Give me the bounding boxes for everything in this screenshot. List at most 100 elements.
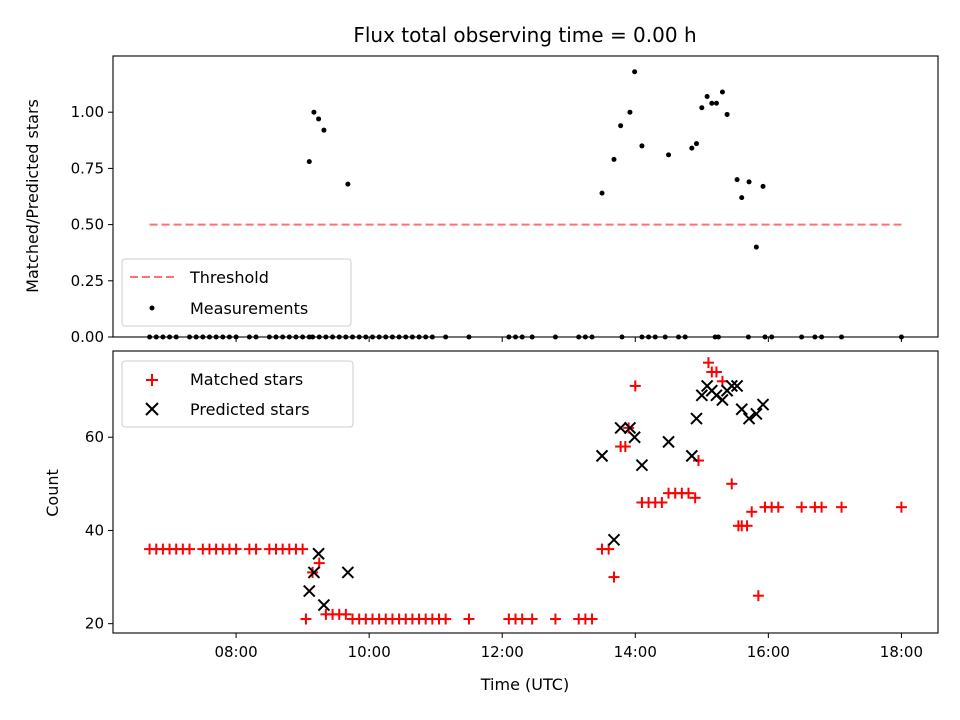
- predicted-star-point: [341, 566, 355, 579]
- x-tick-label: 08:00: [214, 643, 257, 661]
- predicted-star-point: [623, 421, 637, 435]
- top-y-tick-label: 0.50: [71, 216, 104, 234]
- matched-star-point: [300, 613, 312, 625]
- top-y-axis-label: Matched/Predicted stars: [23, 99, 42, 293]
- measurement-point: [746, 179, 752, 185]
- x-axis-label: Time (UTC): [480, 675, 569, 694]
- matched-star-point: [526, 613, 538, 625]
- legend-measurements-label: Measurements: [190, 299, 308, 318]
- predicted-star-point: [756, 398, 770, 411]
- measurement-point: [724, 111, 730, 117]
- legend-predicted-label: Predicted stars: [190, 400, 310, 419]
- measurement-point: [306, 159, 312, 165]
- matched-star-point: [895, 501, 907, 513]
- bottom-axes-frame: [112, 350, 939, 634]
- matched-star-point: [796, 501, 808, 513]
- top-y-tick-label: 0.00: [71, 328, 104, 346]
- measurement-point: [709, 100, 715, 106]
- matched-star-point: [656, 496, 668, 508]
- measurement-point: [704, 93, 710, 99]
- bottom-y-axis-label: Count: [43, 469, 62, 517]
- legend-predicted-swatch: [145, 402, 159, 416]
- matched-star-point: [184, 543, 196, 555]
- matched-star-point: [702, 357, 714, 369]
- measurement-point: [760, 183, 766, 189]
- predicted-star-point: [635, 458, 649, 472]
- measurement-point: [739, 195, 745, 201]
- top-y-tick-label: 0.25: [71, 272, 104, 290]
- measurement-point: [753, 244, 759, 250]
- matched-star-point: [586, 613, 598, 625]
- predicted-star-point: [595, 449, 609, 463]
- matched-star-point: [741, 520, 753, 532]
- top-y-tick-label: 1.00: [71, 103, 104, 121]
- measurement-point: [345, 181, 351, 187]
- measurement-point: [734, 177, 740, 183]
- chart-title: Flux total observing time = 0.00 h: [353, 23, 696, 47]
- top-axes-frame: [112, 55, 939, 338]
- predicted-star-point: [695, 389, 709, 402]
- matched-star-point: [683, 487, 695, 499]
- matched-star-point: [619, 441, 631, 453]
- predicted-star-point: [614, 421, 627, 435]
- legend-matched-label: Matched stars: [190, 370, 303, 389]
- x-tick-label: 10:00: [348, 643, 391, 661]
- measurement-point: [689, 145, 695, 151]
- bottom-y-tick-label: 20: [85, 615, 104, 633]
- predicted-star-point: [628, 431, 641, 444]
- measurement-point: [311, 109, 317, 115]
- x-tick-label: 14:00: [614, 643, 657, 661]
- predicted-star-point: [303, 584, 316, 598]
- matched-star-point: [816, 501, 828, 513]
- measurement-point: [719, 89, 725, 95]
- measurement-point: [713, 100, 719, 106]
- top-legend: Threshold Measurements: [121, 258, 352, 327]
- predicted-star-point: [685, 449, 699, 463]
- matched-star-point: [726, 478, 738, 490]
- measurement-point: [599, 190, 605, 196]
- predicted-star-point: [735, 403, 748, 416]
- legend-matched-swatch: [146, 374, 158, 386]
- matched-star-point: [710, 366, 722, 378]
- measurement-point: [632, 69, 638, 75]
- matched-star-point: [629, 380, 641, 392]
- bottom-y-tick-label: 40: [85, 521, 104, 539]
- predicted-star-point: [750, 407, 763, 421]
- bottom-y-tick-label: 60: [85, 428, 104, 446]
- matched-star-point: [463, 613, 475, 625]
- measurement-point: [618, 123, 624, 129]
- matched-star-point: [440, 613, 452, 625]
- measurement-point: [611, 156, 617, 162]
- top-legend-box: [121, 258, 352, 327]
- predicted-star-point: [312, 547, 325, 560]
- x-tick-label: 16:00: [747, 643, 790, 661]
- predicted-star-point: [725, 379, 738, 393]
- matched-star-point: [250, 543, 262, 555]
- matched-star-point: [752, 590, 764, 602]
- x-tick-label: 12:00: [481, 643, 524, 661]
- predicted-star-point: [716, 393, 729, 407]
- measurement-point: [316, 116, 322, 122]
- matched-star-point: [297, 543, 309, 555]
- matched-star-point: [516, 613, 528, 625]
- matched-star-point: [340, 608, 352, 620]
- matched-star-point: [608, 571, 620, 583]
- measurement-point: [699, 105, 705, 111]
- top-y-tick-label: 0.75: [71, 159, 104, 177]
- matched-star-point: [746, 506, 758, 518]
- bottom-legend: Matched stars Predicted stars: [121, 360, 354, 428]
- predicted-star-point: [730, 379, 744, 393]
- bottom-plot-marks: [144, 357, 907, 625]
- measurement-point: [639, 143, 645, 149]
- predicted-star-point: [742, 412, 756, 425]
- predicted-star-point: [307, 566, 321, 579]
- bottom-legend-box: [121, 360, 354, 428]
- measurement-point: [693, 141, 699, 147]
- measurement-point: [321, 127, 327, 133]
- legend-threshold-label: Threshold: [189, 268, 269, 287]
- bottom-axis-ticks: 20 40 60 08:00 10:00 12:00 14:00 16:00 18:00: [85, 428, 923, 661]
- matched-star-point: [689, 492, 701, 504]
- matched-star-point: [772, 501, 784, 513]
